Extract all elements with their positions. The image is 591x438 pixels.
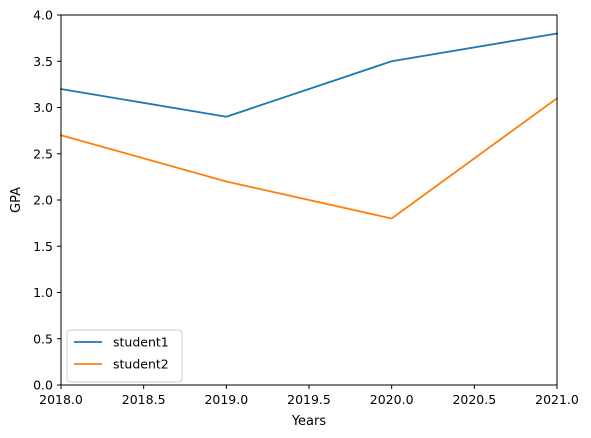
axes: 2018.0 2018.5 2019.0 2019.5 2020.0 2020.5 2021… bbox=[33, 8, 579, 408]
y-tick-label: 4.0 bbox=[33, 8, 53, 23]
y-tick-label: 2.0 bbox=[33, 193, 53, 208]
x-tick-label: 2018.0 bbox=[39, 392, 83, 407]
legend: student1 student2 bbox=[66, 329, 183, 383]
x-tick-label: 2020.5 bbox=[452, 392, 496, 407]
y-tick-label: 0.5 bbox=[33, 331, 53, 346]
y-tick-label: 1.5 bbox=[33, 239, 53, 254]
legend-label: student1 bbox=[113, 335, 169, 350]
legend-label: student2 bbox=[113, 357, 169, 372]
legend-box bbox=[66, 329, 183, 383]
y-tick-label: 1.0 bbox=[33, 285, 53, 300]
y-axis-label: GPA bbox=[9, 187, 24, 213]
x-tick-label: 2020.0 bbox=[370, 392, 414, 407]
x-tick-label: 2018.5 bbox=[122, 392, 166, 407]
series-line-2 bbox=[59, 96, 559, 220]
x-tick-label: 2021.0 bbox=[535, 392, 579, 407]
x-tick-label: 2019.0 bbox=[204, 392, 248, 407]
x-tick-label: 2019.5 bbox=[287, 392, 331, 407]
y-tick-label: 0.0 bbox=[33, 378, 53, 393]
y-tick-label: 3.5 bbox=[33, 54, 53, 69]
plot-area bbox=[59, 32, 559, 220]
series-line-1 bbox=[59, 32, 559, 118]
y-tick-label: 2.5 bbox=[33, 146, 53, 161]
x-axis-label: Years bbox=[291, 414, 327, 429]
y-tick-label: 3.0 bbox=[33, 100, 53, 115]
